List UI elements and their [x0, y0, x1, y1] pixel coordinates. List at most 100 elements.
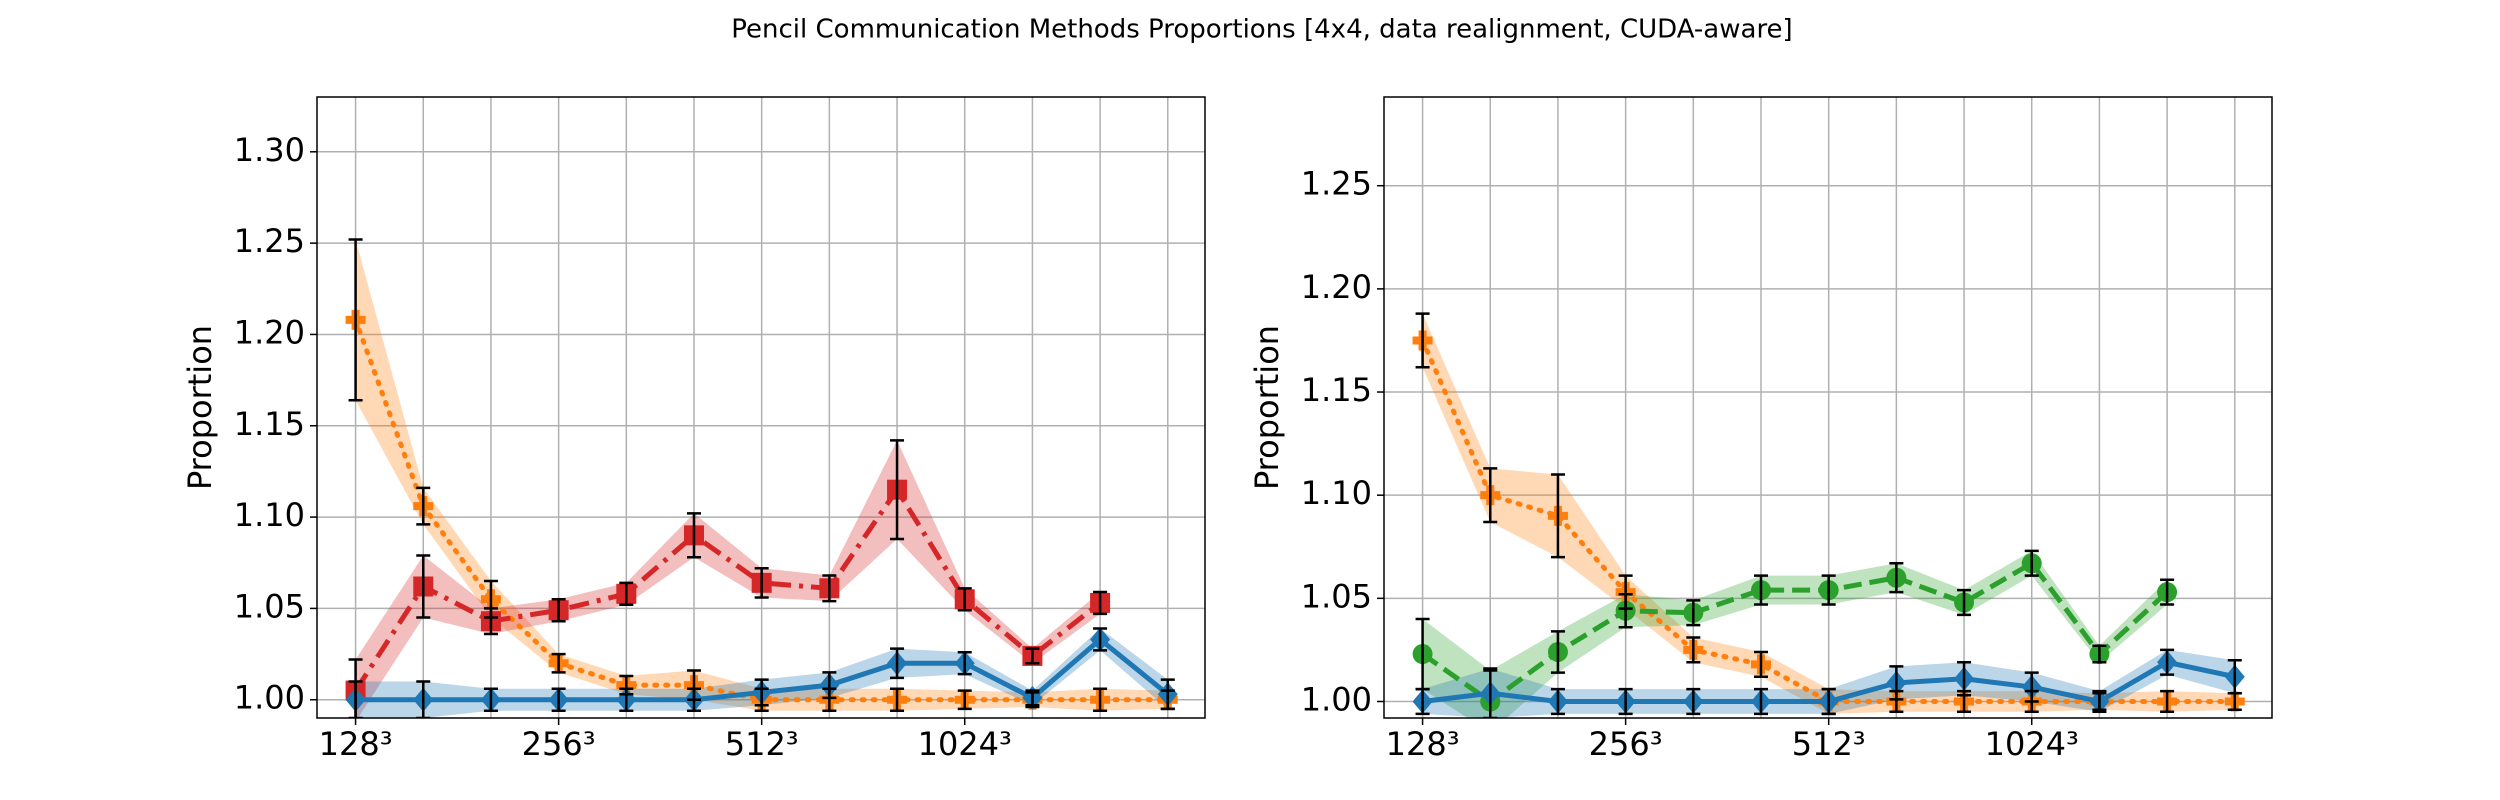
error-band: [1625, 594, 1694, 628]
error-bar: [1483, 467, 1498, 524]
error-band: [1828, 563, 1897, 605]
y-tick-label: 1.25: [234, 222, 305, 260]
error-bar: [1686, 687, 1701, 716]
error-bar: [754, 566, 769, 599]
error-bar: [754, 678, 769, 707]
y-axis-label: Proportion: [1248, 325, 1286, 490]
series-line: [1421, 559, 2169, 705]
y-tick-label: 1.05: [234, 587, 305, 625]
y-tick-label: 1.10: [1301, 474, 1372, 512]
error-bar: [2024, 671, 2039, 703]
y-tick-label: 1.30: [234, 131, 305, 169]
error-band: [693, 670, 762, 711]
error-bar: [890, 439, 905, 541]
error-bar: [1025, 689, 1040, 707]
error-bar: [1550, 687, 1565, 716]
error-bar: [1160, 678, 1175, 711]
error-bar: [416, 554, 431, 619]
error-bar: [1957, 588, 1972, 617]
axes-frame: [1383, 96, 2273, 719]
error-band: [829, 440, 898, 602]
error-bar: [1753, 574, 1768, 606]
error-band: [1422, 668, 1491, 718]
error-band: [1100, 688, 1168, 711]
error-band: [1557, 594, 1626, 673]
error-band: [490, 599, 559, 634]
x-tick-label: 128³: [319, 725, 393, 763]
error-bar: [416, 486, 431, 526]
error-bar: [890, 647, 905, 680]
error-bar: [1025, 647, 1040, 665]
x-tick-label: 256³: [1589, 725, 1663, 763]
error-bar: [1686, 599, 1701, 627]
figure-title: Pencil Communication Methods Proportions…: [731, 15, 1792, 45]
error-bar: [483, 607, 498, 636]
y-tick-label: 1.05: [1301, 577, 1372, 615]
plot-area: [1384, 97, 2272, 718]
error-band: [1422, 313, 1491, 523]
series-line: [353, 485, 1102, 692]
error-bar: [1093, 687, 1108, 712]
error-band: [1490, 668, 1558, 718]
error-bar: [1415, 687, 1430, 716]
error-bar: [1821, 687, 1836, 716]
error-bar: [1550, 473, 1565, 559]
error-bar: [1889, 665, 1904, 701]
x-tick-label: 1024³: [1985, 725, 2079, 763]
error-bar: [1753, 650, 1768, 678]
error-bar: [2024, 549, 2039, 577]
error-bar: [890, 687, 905, 712]
error-bar: [2160, 689, 2175, 714]
y-axis-label: Proportion: [181, 325, 219, 490]
error-bar: [1686, 636, 1701, 664]
error-band: [626, 670, 694, 700]
error-bar: [2092, 689, 2107, 714]
error-bar: [2160, 578, 2175, 606]
y-tick-label: 1.15: [1301, 371, 1372, 409]
error-bar: [619, 687, 634, 712]
error-bar: [1618, 687, 1633, 716]
error-band: [1896, 691, 1965, 712]
error-bar: [551, 598, 566, 623]
x-tick-label: 1024³: [918, 725, 1012, 763]
y-tick-label: 1.00: [234, 679, 305, 717]
error-bar: [348, 680, 363, 718]
error-bar: [686, 512, 701, 559]
error-bar: [416, 680, 431, 718]
error-bar: [1753, 687, 1768, 716]
error-band: [355, 239, 424, 525]
y-tick-label: 1.25: [1301, 165, 1372, 203]
error-bar: [483, 687, 498, 712]
error-bar: [1550, 630, 1565, 674]
error-bar: [551, 652, 566, 674]
error-bar: [822, 671, 837, 700]
error-band: [423, 555, 491, 634]
error-bar: [1618, 592, 1633, 629]
x-tick-label: 256³: [522, 725, 596, 763]
error-band: [558, 582, 627, 622]
error-band: [626, 513, 694, 605]
error-bar: [1093, 627, 1108, 652]
error-bar: [619, 581, 634, 607]
x-tick-label: 128³: [1386, 725, 1460, 763]
x-tick-label: 512³: [1792, 725, 1866, 763]
error-bar: [1889, 562, 1904, 594]
error-bar: [686, 687, 701, 712]
axes-frame: [316, 96, 1206, 719]
y-tick-label: 1.20: [1301, 268, 1372, 306]
error-bar: [1821, 574, 1836, 606]
error-bar: [551, 687, 566, 712]
y-tick-label: 1.00: [1301, 680, 1372, 718]
error-bar: [348, 238, 363, 402]
plot-area: [317, 97, 1205, 718]
error-bar: [2227, 658, 2242, 695]
y-tick-label: 1.15: [234, 405, 305, 443]
error-band: [1032, 688, 1101, 711]
error-bar: [957, 689, 972, 711]
error-band: [2031, 550, 2100, 663]
error-bar: [1093, 590, 1108, 616]
error-bar: [957, 650, 972, 676]
error-bar: [1957, 661, 1972, 697]
